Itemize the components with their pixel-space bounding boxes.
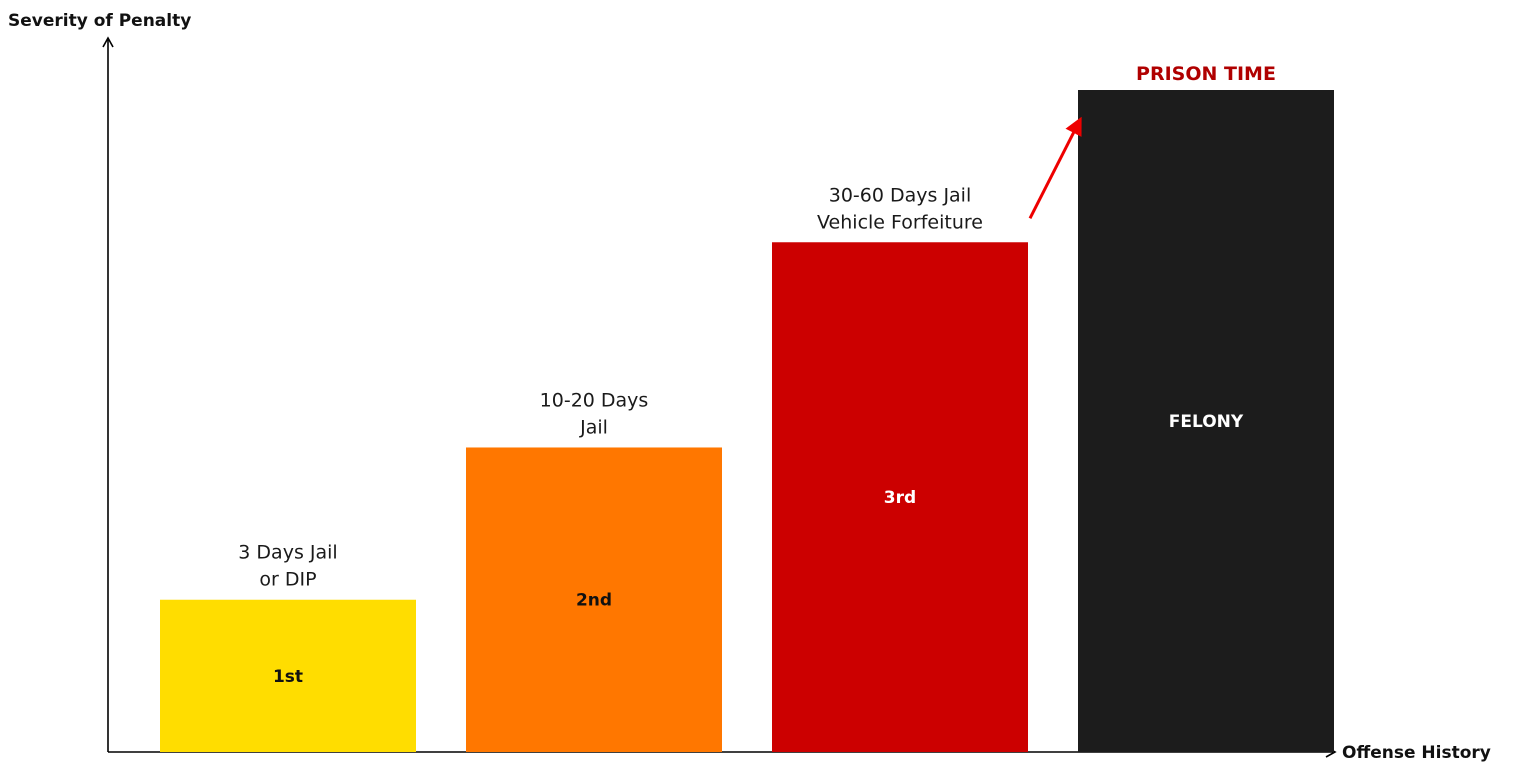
bar-label-3rd: 3rd <box>884 488 916 508</box>
x-axis-title: Offense History <box>1342 743 1491 763</box>
prison-time-arrow <box>1028 116 1082 219</box>
bar-caption-3rd-line-2: Vehicle Forfeiture <box>817 211 983 233</box>
bar-caption-3rd-line-1: 30-60 Days Jail <box>829 184 972 206</box>
bar-label-1st: 1st <box>273 667 303 687</box>
bar-label-felony: FELONY <box>1169 412 1244 432</box>
prison-time-label: PRISON TIME <box>1136 63 1276 85</box>
bar-1st <box>160 599 416 752</box>
bar-felony <box>1078 90 1334 752</box>
bar-caption-2nd-line-1: 10-20 Days <box>540 389 649 411</box>
bars-group: 1st 3 Days Jail or DIP 2nd 10-20 Days Jail 3rd… <box>160 90 1334 752</box>
bar-label-2nd: 2nd <box>576 591 612 611</box>
y-axis-arrow-icon <box>102 36 114 48</box>
bar-caption-1st-line-2: or DIP <box>259 569 316 591</box>
y-axis-title: Severity of Penalty <box>8 11 191 31</box>
bar-2nd <box>466 447 722 752</box>
bar-3rd <box>772 242 1028 752</box>
bar-caption-2nd-line-2: Jail <box>579 416 608 438</box>
bar-caption-1st-line-1: 3 Days Jail <box>238 542 337 564</box>
